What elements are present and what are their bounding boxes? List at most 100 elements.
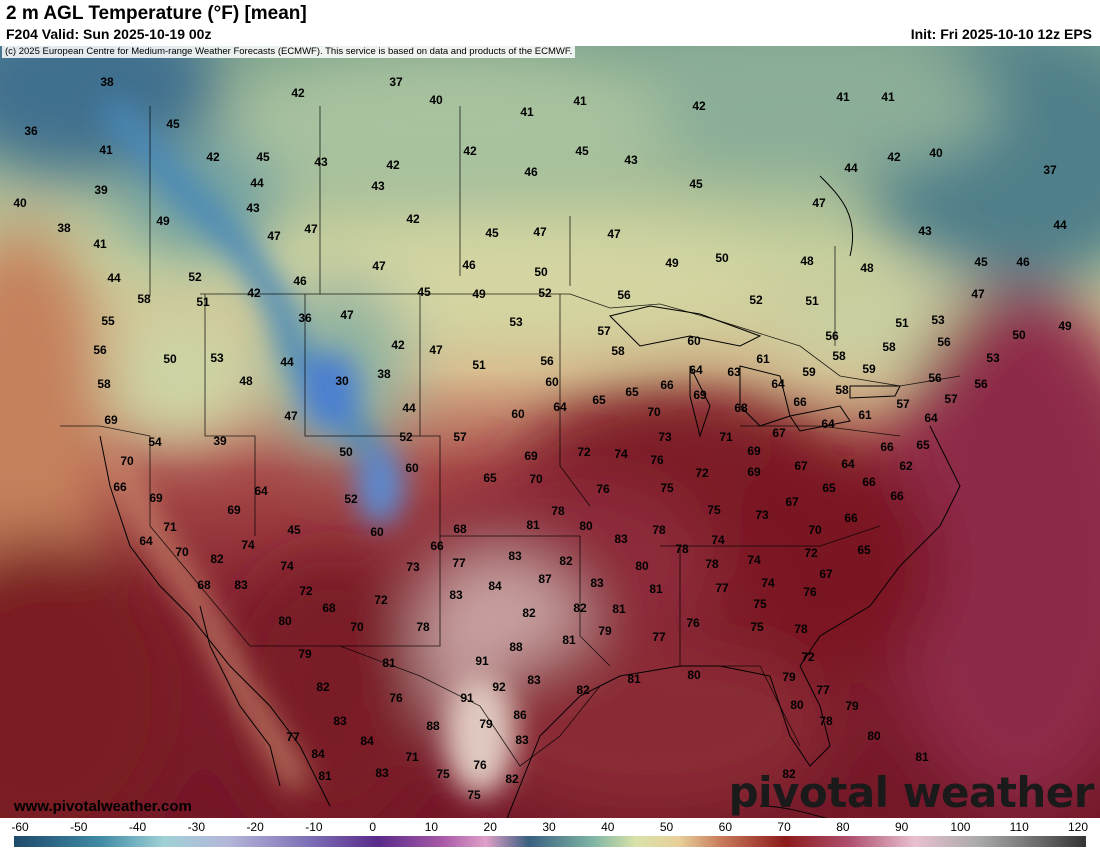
- colorbar-tick: 70: [777, 820, 791, 834]
- temperature-value: 48: [860, 261, 874, 275]
- temperature-value: 70: [120, 454, 134, 468]
- colorbar-tick: 20: [483, 820, 497, 834]
- temperature-value: 74: [747, 553, 761, 567]
- temperature-value: 77: [715, 581, 729, 595]
- temperature-value: 41: [573, 94, 587, 108]
- temperature-value: 88: [426, 719, 440, 733]
- temperature-value: 46: [462, 258, 476, 272]
- temperature-value: 92: [492, 680, 506, 694]
- temperature-value: 65: [857, 543, 871, 557]
- temperature-value: 41: [881, 90, 895, 104]
- temperature-value: 64: [689, 363, 703, 377]
- temperature-value: 65: [822, 481, 836, 495]
- temperature-value: 47: [971, 287, 985, 301]
- temperature-value: 77: [652, 630, 666, 644]
- temperature-value: 76: [473, 758, 487, 772]
- temperature-value: 66: [113, 480, 127, 494]
- temperature-value: 81: [562, 633, 576, 647]
- temperature-value: 41: [99, 143, 113, 157]
- temperature-value: 51: [895, 316, 909, 330]
- map-title: 2 m AGL Temperature (°F) [mean]: [6, 3, 307, 24]
- temperature-value: 78: [652, 523, 666, 537]
- temperature-value: 69: [747, 465, 761, 479]
- temperature-value: 42: [291, 86, 305, 100]
- temperature-value: 69: [747, 444, 761, 458]
- temperature-value: 47: [429, 343, 443, 357]
- site-url[interactable]: www.pivotalweather.com: [14, 798, 192, 815]
- temperature-value: 79: [845, 699, 859, 713]
- temperature-value: 57: [896, 397, 910, 411]
- temperature-value: 56: [93, 343, 107, 357]
- temperature-value: 59: [862, 362, 876, 376]
- temperature-value: 71: [163, 520, 177, 534]
- temperature-value: 39: [213, 434, 227, 448]
- temperature-value: 40: [929, 146, 943, 160]
- colorbar-tick: 50: [659, 820, 674, 834]
- temperature-value: 67: [794, 459, 808, 473]
- pivotal-weather-logo: pivotal weather: [728, 768, 1095, 817]
- temperature-value: 68: [197, 578, 211, 592]
- temperature-value: 42: [206, 150, 220, 164]
- temperature-value: 72: [801, 650, 815, 664]
- temperature-value: 47: [267, 229, 281, 243]
- temperature-value: 73: [658, 430, 672, 444]
- temperature-value: 47: [304, 222, 318, 236]
- temperature-value: 39: [94, 183, 108, 197]
- temperature-value: 84: [311, 747, 325, 761]
- temperature-value: 70: [175, 545, 189, 559]
- temperature-value: 75: [753, 597, 767, 611]
- temperature-value: 36: [298, 311, 312, 325]
- temperature-value: 43: [371, 179, 385, 193]
- temperature-value: 56: [937, 335, 951, 349]
- temperature-value: 80: [579, 519, 593, 533]
- temperature-value: 81: [649, 582, 663, 596]
- temperature-value: 65: [625, 385, 639, 399]
- temperature-value: 38: [377, 367, 391, 381]
- temperature-value: 47: [340, 308, 354, 322]
- temperature-value: 50: [534, 265, 548, 279]
- temperature-value: 50: [715, 251, 729, 265]
- temperature-value: 78: [819, 714, 833, 728]
- temperature-value: 52: [344, 492, 358, 506]
- temperature-value: 72: [695, 466, 709, 480]
- temperature-value: 79: [298, 647, 312, 661]
- temperature-value: 47: [533, 225, 547, 239]
- temperature-value: 37: [389, 75, 403, 89]
- temperature-value: 52: [749, 293, 763, 307]
- temperature-value: 81: [627, 672, 641, 686]
- temperature-value: 57: [453, 430, 467, 444]
- temperature-value: 86: [513, 708, 527, 722]
- temperature-value: 60: [370, 525, 384, 539]
- temperature-value: 42: [247, 286, 261, 300]
- temperature-value: 83: [590, 576, 604, 590]
- colorbar-gradient: [14, 836, 1086, 847]
- temperature-value: 77: [286, 730, 300, 744]
- colorbar-tick: 10: [424, 820, 439, 834]
- temperature-value: 91: [460, 691, 474, 705]
- temperature-value: 76: [803, 585, 817, 599]
- temperature-map[interactable]: 38 37 42 40 41 42 41 41 36 45 41 41 42 45 43 42 42 45 43 42…: [0, 46, 1100, 818]
- temperature-value: 77: [816, 683, 830, 697]
- temperature-value: 52: [399, 430, 413, 444]
- temperature-value: 56: [974, 377, 988, 391]
- temperature-value: 72: [577, 445, 591, 459]
- temperature-value: 49: [665, 256, 679, 270]
- temperature-value: 56: [617, 288, 631, 302]
- colorbar-tick: -60: [11, 820, 29, 834]
- temperature-value: 72: [804, 546, 818, 560]
- temperature-value: 44: [107, 271, 121, 285]
- temperature-value: 56: [540, 354, 554, 368]
- temperature-value: 44: [402, 401, 416, 415]
- temperature-value: 78: [416, 620, 430, 634]
- temperature-value: 67: [785, 495, 799, 509]
- colorbar-tick: 80: [836, 820, 850, 834]
- temperature-value: 81: [382, 656, 396, 670]
- temperature-value: 38: [100, 75, 114, 89]
- temperature-value: 53: [210, 351, 224, 365]
- temperature-value: 44: [250, 176, 264, 190]
- temperature-value: 42: [386, 158, 400, 172]
- temperature-value: 74: [241, 538, 255, 552]
- temperature-value: 45: [689, 177, 703, 191]
- temperature-value: 41: [520, 105, 534, 119]
- temperature-value: 50: [1012, 328, 1026, 342]
